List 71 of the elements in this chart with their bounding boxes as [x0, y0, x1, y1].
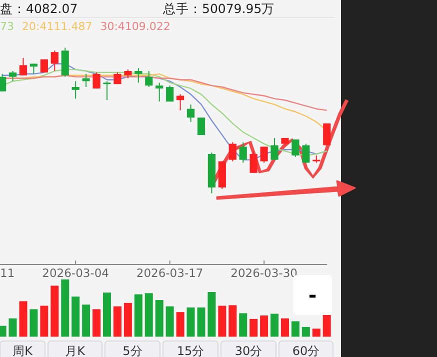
candlestick	[145, 70, 153, 88]
candlestick	[186, 104, 195, 122]
bar	[312, 328, 320, 337]
candlestick	[134, 68, 142, 84]
candlestick	[103, 80, 111, 101]
bar	[30, 309, 38, 337]
bar	[176, 312, 184, 337]
candlestick	[40, 58, 48, 73]
candlestick	[302, 143, 310, 164]
bar	[186, 307, 195, 337]
text: 15分	[176, 344, 204, 357]
candlestick	[228, 142, 236, 162]
text: 60分	[292, 344, 320, 357]
candlestick	[250, 150, 258, 174]
bar	[280, 318, 289, 337]
bar	[40, 306, 48, 337]
bar	[19, 301, 28, 337]
candlestick	[0, 73, 6, 92]
candlestick	[270, 137, 278, 160]
text: 5分	[122, 344, 142, 357]
bar	[124, 302, 132, 337]
bar	[322, 314, 331, 337]
candlestick	[323, 122, 331, 146]
candlestick	[92, 72, 100, 89]
candlestick	[19, 57, 28, 76]
bar	[270, 314, 279, 337]
bar	[50, 286, 59, 337]
candlestick	[176, 94, 184, 111]
bar	[8, 318, 17, 337]
bar	[134, 294, 142, 337]
bar	[82, 304, 90, 337]
candlestick	[239, 142, 247, 164]
candlestick	[72, 80, 80, 100]
bar	[218, 306, 226, 337]
bar	[155, 300, 164, 337]
bar	[72, 296, 80, 337]
candlestick	[8, 70, 17, 82]
candlestick	[50, 50, 58, 72]
text: 总手：50079.95万	[162, 1, 275, 16]
annotation: -	[308, 283, 317, 307]
bar	[144, 293, 153, 337]
bar	[250, 318, 258, 337]
candlestick	[30, 63, 38, 74]
bar	[291, 321, 300, 337]
x-tick-label: 2026-03-17	[136, 266, 204, 280]
text: 周K	[12, 344, 34, 357]
bar	[239, 313, 248, 337]
candlestick	[292, 138, 300, 158]
bar	[103, 292, 111, 337]
x-tick-label: 2026-03-04	[42, 266, 110, 280]
text: 盘：4082.07	[0, 1, 78, 16]
x-tick-label: 2026-03-30	[230, 266, 298, 280]
text: 30:4109.022	[100, 20, 170, 33]
candlestick	[197, 117, 206, 136]
bar	[113, 306, 122, 337]
bar	[61, 279, 70, 337]
bar	[302, 326, 310, 337]
text: 月K	[65, 344, 86, 357]
candlestick	[260, 146, 268, 164]
bar	[260, 316, 268, 337]
bar	[208, 292, 216, 337]
bar	[228, 305, 237, 337]
candlestick	[156, 82, 164, 102]
text: 73	[0, 20, 14, 33]
candlestick	[166, 85, 174, 102]
text: 30分	[234, 344, 262, 357]
bar	[92, 309, 101, 337]
annotation: 11	[0, 266, 15, 280]
text: 20:4111.487	[22, 20, 92, 33]
bar	[166, 306, 174, 337]
bar	[197, 307, 206, 337]
